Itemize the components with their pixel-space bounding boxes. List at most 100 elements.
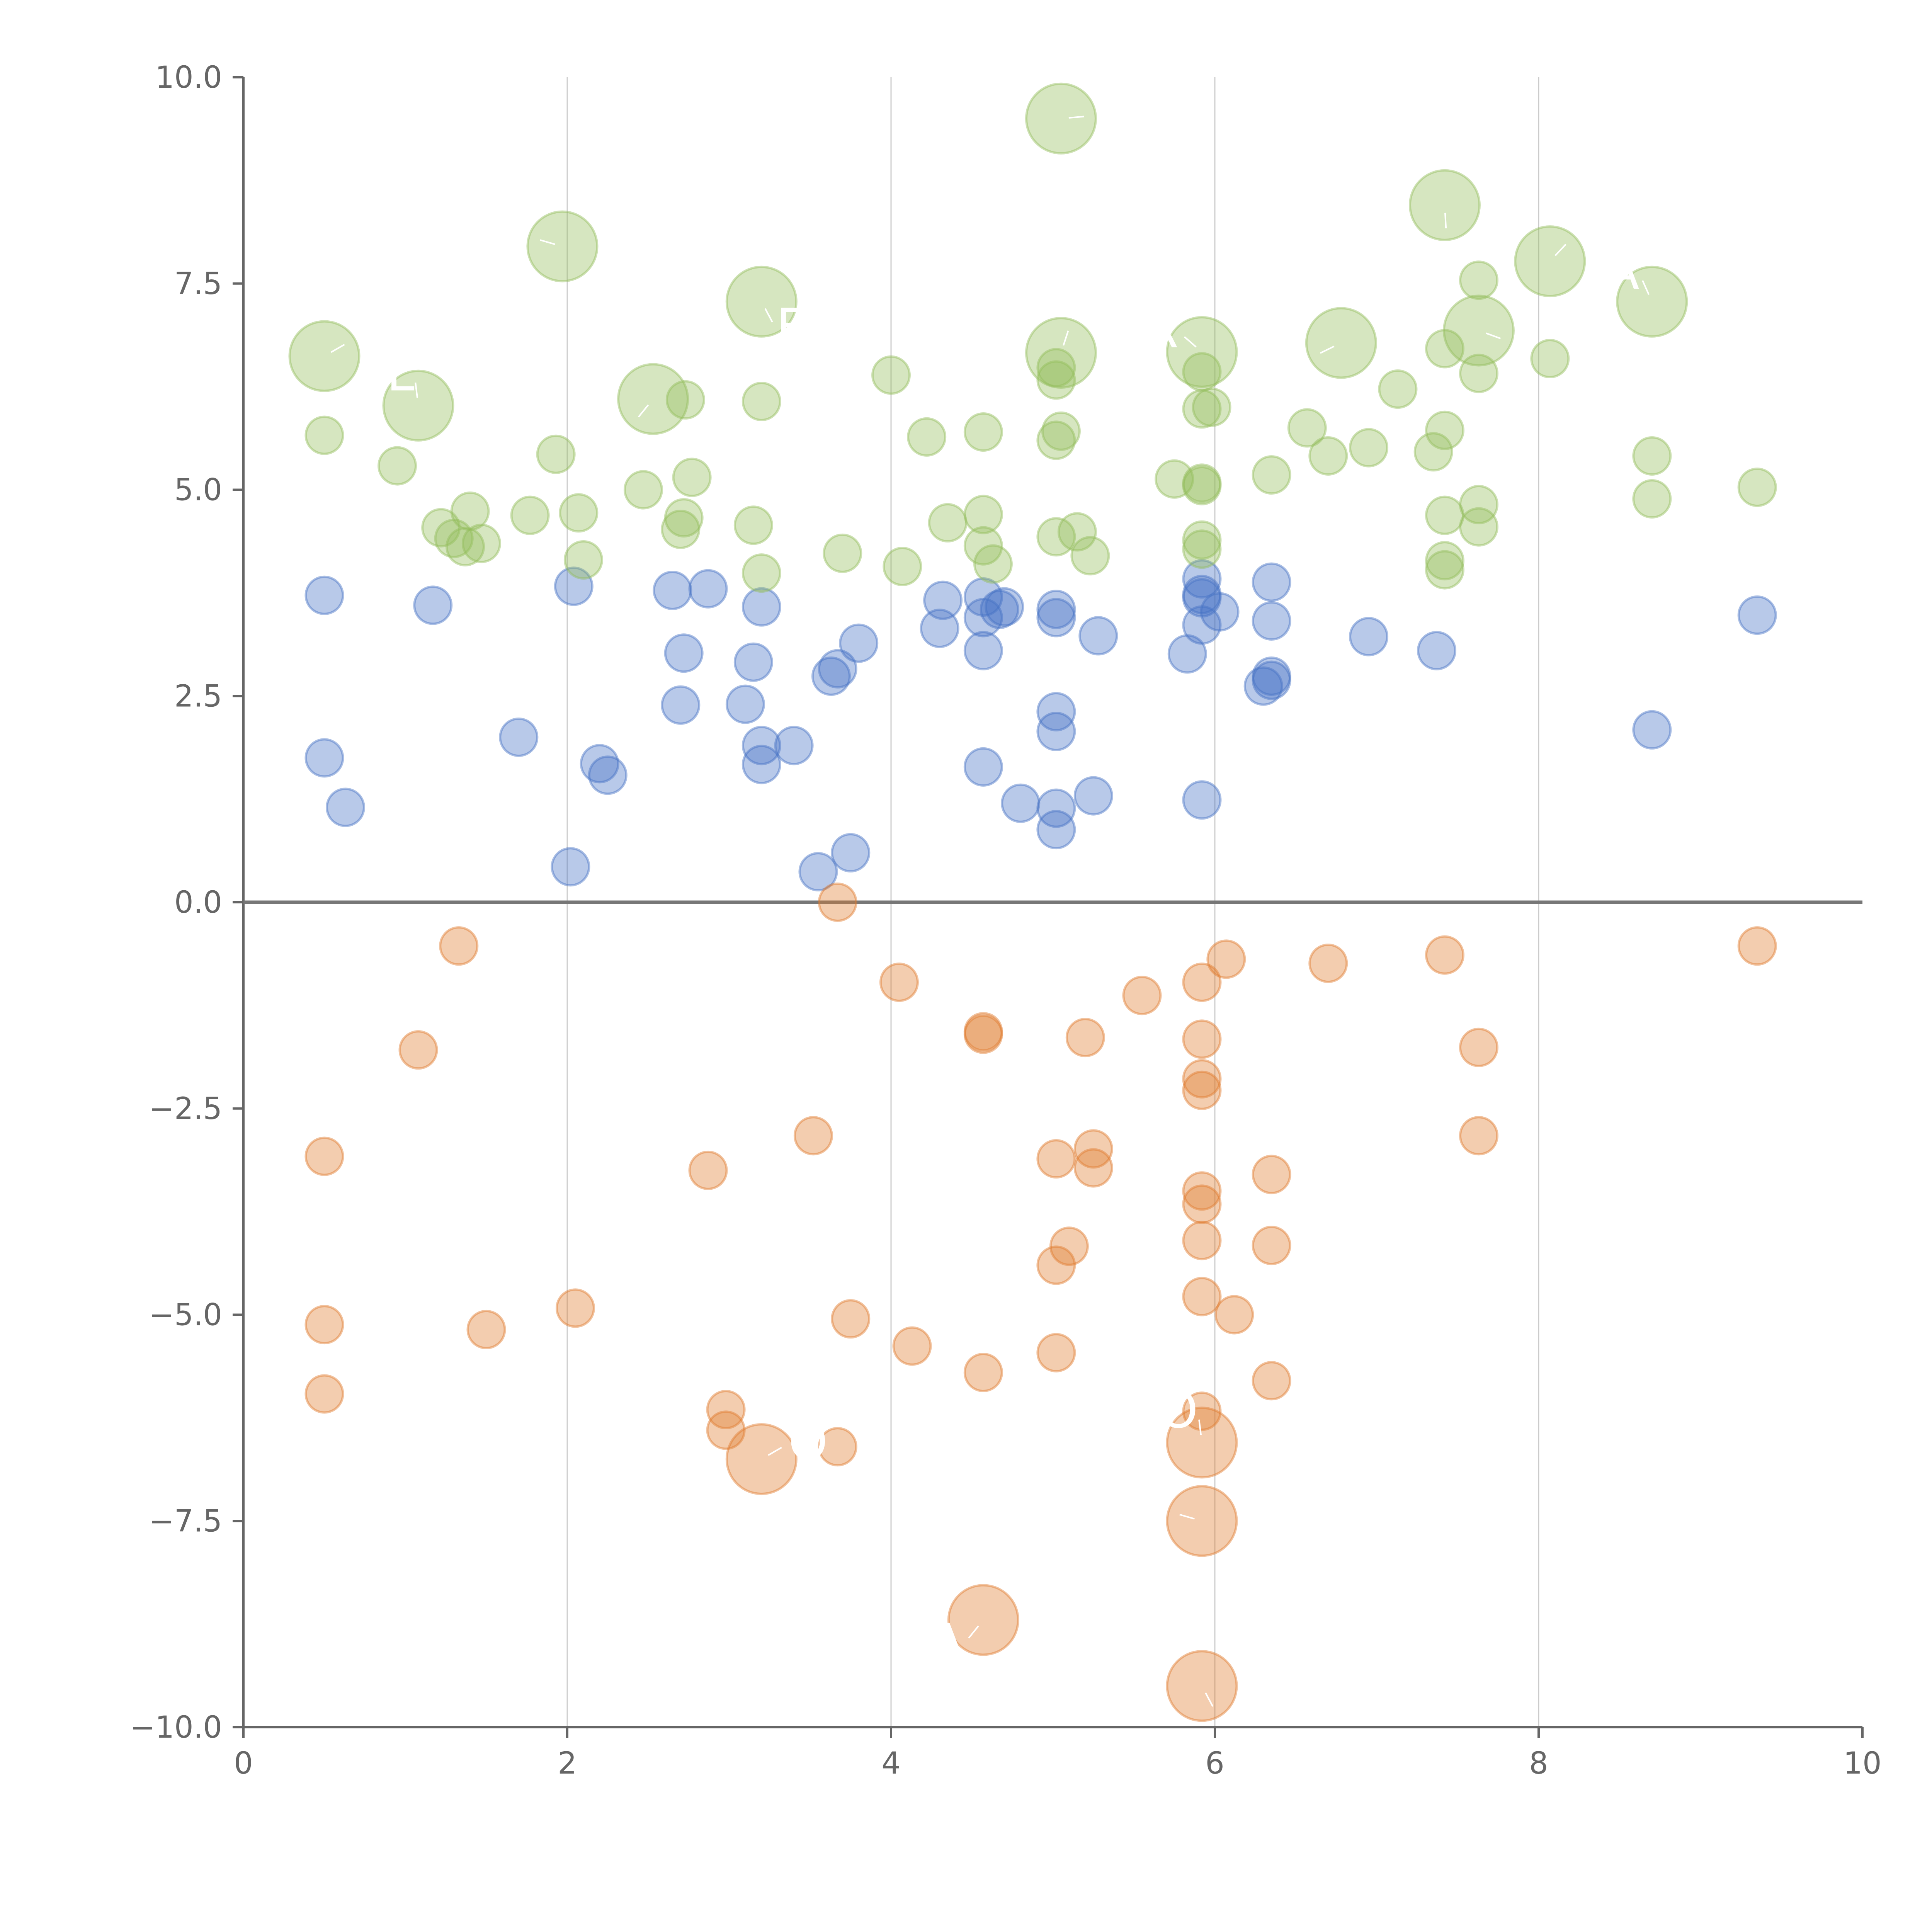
green-bubble [1459, 354, 1498, 393]
green-bubble [907, 417, 947, 457]
blue-bubble [963, 577, 1003, 617]
orange-bubble [1214, 1295, 1254, 1335]
green-bubble [1182, 389, 1222, 429]
orange-bubble [304, 1136, 344, 1176]
blue-bubble [499, 718, 539, 757]
green-bubble-label: A [1605, 242, 1639, 301]
orange-bubble [793, 1116, 833, 1156]
x-tick-label: 10 [1843, 1746, 1881, 1781]
green-bubble [742, 382, 781, 422]
orange-bubble [1737, 926, 1777, 966]
orange-large-bubble [1166, 1650, 1238, 1722]
blue-bubble [325, 787, 365, 827]
green-bubble [1252, 455, 1291, 495]
blue-bubble [588, 755, 628, 795]
green-bubble [883, 547, 922, 587]
green-bubble [1425, 329, 1464, 369]
orange-bubble [1182, 1019, 1222, 1059]
blue-bubble [1737, 595, 1777, 635]
green-bubble [563, 540, 603, 580]
green-large-bubble [1305, 307, 1377, 379]
blue-bubble [831, 833, 871, 872]
green-bubble [963, 412, 1003, 452]
green-bubble [1182, 529, 1222, 569]
blue-bubble [742, 587, 781, 627]
green-bubble [1287, 408, 1327, 448]
blue-bubble [963, 747, 1003, 787]
blue-bubble [688, 569, 728, 609]
blue-bubble [1036, 692, 1076, 731]
green-label-leader [415, 382, 418, 398]
green-large-bubble [1408, 169, 1481, 241]
green-label-leader [1184, 336, 1197, 348]
orange-bubble [1073, 1129, 1113, 1169]
blue-bubble [1349, 617, 1389, 656]
green-bubble [1632, 436, 1672, 476]
green-label-leader [540, 239, 555, 245]
blue-bubble [1182, 578, 1222, 618]
green-bubble [446, 527, 485, 566]
green-bubble [1378, 369, 1418, 409]
blue-bubble [1036, 810, 1076, 850]
blue-bubble [653, 570, 692, 610]
orange-bubble [963, 1014, 1003, 1054]
green-large-bubble [1442, 294, 1515, 367]
blue-bubble [413, 585, 453, 625]
blue-bubble [963, 631, 1003, 670]
orange-label-leader [1198, 1419, 1202, 1435]
green-bubble [559, 493, 599, 533]
green-bubble [823, 533, 862, 573]
green-label-leader [1554, 243, 1566, 256]
blue-bubble [742, 726, 781, 765]
green-bubble [1182, 463, 1222, 503]
green-label-leader [1063, 330, 1069, 346]
y-tick-label: −10.0 [130, 1710, 222, 1745]
orange-bubble [706, 1410, 746, 1450]
green-label-leader [1068, 116, 1084, 119]
green-large-bubble [1166, 316, 1238, 388]
blue-bubble [811, 656, 851, 696]
orange-bubble [1073, 1148, 1113, 1188]
green-bubble [963, 495, 1003, 534]
green-bubble [1349, 428, 1389, 468]
blue-bubble [580, 744, 619, 784]
orange-bubble [304, 1305, 344, 1345]
green-bubble [461, 524, 501, 563]
orange-bubble [1182, 1171, 1222, 1211]
orange-bubble [1252, 1226, 1291, 1265]
green-bubble [1036, 420, 1076, 460]
blue-bubble [1182, 575, 1222, 614]
green-bubble-label: A [1279, 325, 1313, 384]
green-bubble-label: L [386, 344, 414, 402]
x-tick-label: 2 [558, 1746, 577, 1781]
green-bubble [1459, 485, 1498, 524]
green-bubble [672, 457, 712, 497]
orange-bubble [1065, 1018, 1105, 1058]
blue-bubble [304, 738, 344, 778]
green-large-bubble [1025, 82, 1097, 155]
y-tick-label: −7.5 [149, 1504, 222, 1539]
green-bubble [1182, 520, 1222, 560]
blue-bubble [1167, 634, 1207, 674]
blue-bubble [1252, 656, 1291, 696]
green-bubble [1155, 459, 1194, 499]
orange-bubble [831, 1299, 871, 1339]
green-bubble [1057, 512, 1097, 552]
green-large-bubble [288, 320, 361, 392]
green-label-leader [764, 308, 773, 323]
green-label-leader [1444, 213, 1447, 228]
green-bubble [1070, 536, 1110, 576]
green-bubble [510, 495, 550, 535]
x-tick-label: 4 [881, 1746, 901, 1781]
y-tick-label: 5.0 [174, 473, 222, 508]
orange-bubble [1252, 1361, 1291, 1401]
blue-bubble [1252, 601, 1291, 641]
y-tick-label: −2.5 [149, 1092, 222, 1126]
green-bubble-label: R [1144, 300, 1179, 359]
orange-large-bubble [1166, 1406, 1238, 1479]
orange-bubble [1049, 1226, 1089, 1266]
y-tick-label: 10.0 [155, 60, 222, 95]
blue-bubble [1036, 788, 1076, 828]
